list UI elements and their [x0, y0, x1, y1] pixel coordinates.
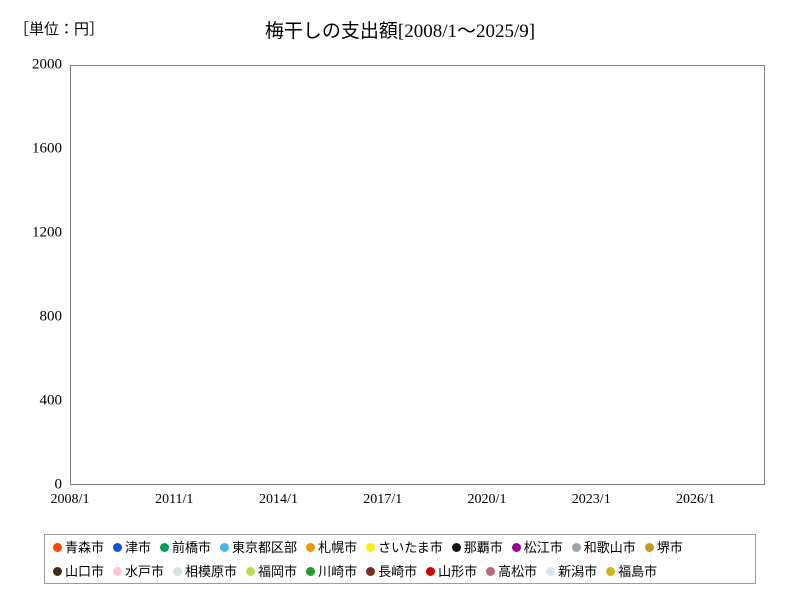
legend-marker-icon [306, 566, 316, 576]
legend-marker-icon [113, 542, 123, 552]
legend-label: 和歌山市 [583, 539, 636, 555]
legend-label: 東京都区部 [232, 539, 298, 555]
x-tick-label: 2023/1 [571, 492, 611, 507]
legend-label: 高松市 [498, 563, 538, 579]
legend-marker-icon [366, 542, 376, 552]
legend-marker-icon [366, 566, 376, 576]
legend-item-山口市[interactable]: 山口市 [53, 565, 104, 578]
legend-label: さいたま市 [378, 539, 443, 555]
legend-marker-icon [511, 542, 521, 552]
legend-marker-icon [246, 566, 256, 576]
y-axis-tick-labels: 0 400 800 1200 1600 2000 [0, 57, 63, 493]
legend-item-さいたま市[interactable]: さいたま市 [366, 541, 443, 554]
legend-item-山形市[interactable]: 山形市 [426, 565, 477, 578]
x-tick-label: 2017/1 [363, 492, 403, 507]
legend-marker-icon [426, 566, 436, 576]
x-tick-label: 2011/1 [155, 492, 194, 507]
legend-label: 福島市 [618, 563, 658, 579]
legend-label: 山口市 [65, 563, 105, 579]
plot-area [70, 65, 765, 485]
y-tick-label: 1600 [32, 140, 62, 157]
legend-item-東京都区部[interactable]: 東京都区部 [220, 541, 297, 554]
legend-marker-icon [53, 566, 62, 576]
legend-label: 那覇市 [463, 539, 503, 555]
legend: 青森市 津市 前橋市 東京都区部 札幌市 さいたま市 那覇市 松江市 和歌山市 堺市 山口市 水戸市… [44, 534, 756, 584]
legend-label: 新潟市 [558, 563, 598, 579]
legend-label: 水戸市 [125, 563, 165, 579]
legend-item-相模原市[interactable]: 相模原市 [173, 565, 237, 578]
legend-item-長崎市[interactable]: 長崎市 [366, 565, 417, 578]
legend-item-和歌山市[interactable]: 和歌山市 [571, 539, 636, 555]
y-tick-label: 1200 [32, 224, 62, 241]
legend-item-松江市[interactable]: 松江市 [511, 539, 563, 555]
x-tick-label: 2014/1 [259, 492, 298, 507]
legend-marker-icon [451, 542, 461, 552]
legend-row-1: 青森市 津市 前橋市 東京都区部 札幌市 さいたま市 那覇市 松江市 和歌山市 堺市 [45, 535, 755, 559]
legend-label: 松江市 [523, 539, 563, 555]
legend-label: 前橋市 [172, 539, 212, 555]
legend-marker-icon [160, 542, 170, 552]
legend-marker-icon [113, 566, 123, 576]
y-tick-label: 800 [39, 308, 63, 325]
legend-label: 津市 [125, 539, 152, 555]
legend-marker-icon [571, 542, 581, 552]
plot-frame [70, 65, 765, 485]
legend-item-札幌市[interactable]: 札幌市 [306, 541, 357, 554]
legend-label: 川崎市 [318, 563, 358, 579]
x-axis-tick-labels: 2008/1 2011/1 2014/1 2017/1 2020/1 2023/1 2026… [0, 492, 800, 514]
legend-item-高松市[interactable]: 高松市 [486, 565, 537, 578]
legend-item-堺市[interactable]: 堺市 [644, 539, 683, 555]
legend-marker-icon [546, 566, 556, 576]
legend-item-前橋市[interactable]: 前橋市 [160, 541, 211, 554]
x-tick-label: 2008/1 [50, 492, 90, 507]
legend-marker-icon [644, 542, 654, 552]
legend-item-津市[interactable]: 津市 [113, 541, 151, 554]
unit-label: ［単位：円］ [14, 22, 105, 38]
legend-label: 福岡市 [258, 563, 298, 579]
legend-item-水戸市[interactable]: 水戸市 [113, 565, 164, 578]
legend-item-青森市[interactable]: 青森市 [53, 541, 104, 554]
y-tick-label: 2000 [32, 56, 62, 73]
legend-label: 堺市 [656, 539, 683, 555]
legend-item-福島市[interactable]: 福島市 [606, 565, 657, 578]
y-tick-label: 400 [39, 392, 63, 409]
x-tick-label: 2026/1 [676, 492, 715, 507]
legend-label: 札幌市 [318, 539, 358, 555]
legend-marker-icon [220, 542, 230, 552]
y-tick-label: 0 [54, 476, 63, 493]
legend-marker-icon [173, 566, 183, 576]
legend-marker-icon [306, 542, 316, 552]
legend-marker-icon [606, 566, 616, 576]
legend-label: 相模原市 [185, 563, 238, 579]
legend-item-福岡市[interactable]: 福岡市 [246, 565, 297, 578]
legend-marker-icon [53, 542, 62, 552]
legend-item-那覇市[interactable]: 那覇市 [451, 539, 503, 555]
x-tick-label: 2020/1 [467, 492, 507, 507]
legend-label: 青森市 [65, 539, 105, 555]
legend-item-新潟市[interactable]: 新潟市 [546, 565, 597, 578]
legend-row-2: 山口市 水戸市 相模原市 福岡市 川崎市 長崎市 山形市 高松市 新潟市 福島市 [45, 559, 755, 583]
legend-item-川崎市[interactable]: 川崎市 [306, 565, 357, 578]
legend-label: 長崎市 [378, 563, 418, 579]
legend-marker-icon [486, 566, 496, 576]
legend-label: 山形市 [438, 563, 478, 579]
page-title: 梅干しの支出額[2008/1～2025/9] [264, 21, 536, 42]
